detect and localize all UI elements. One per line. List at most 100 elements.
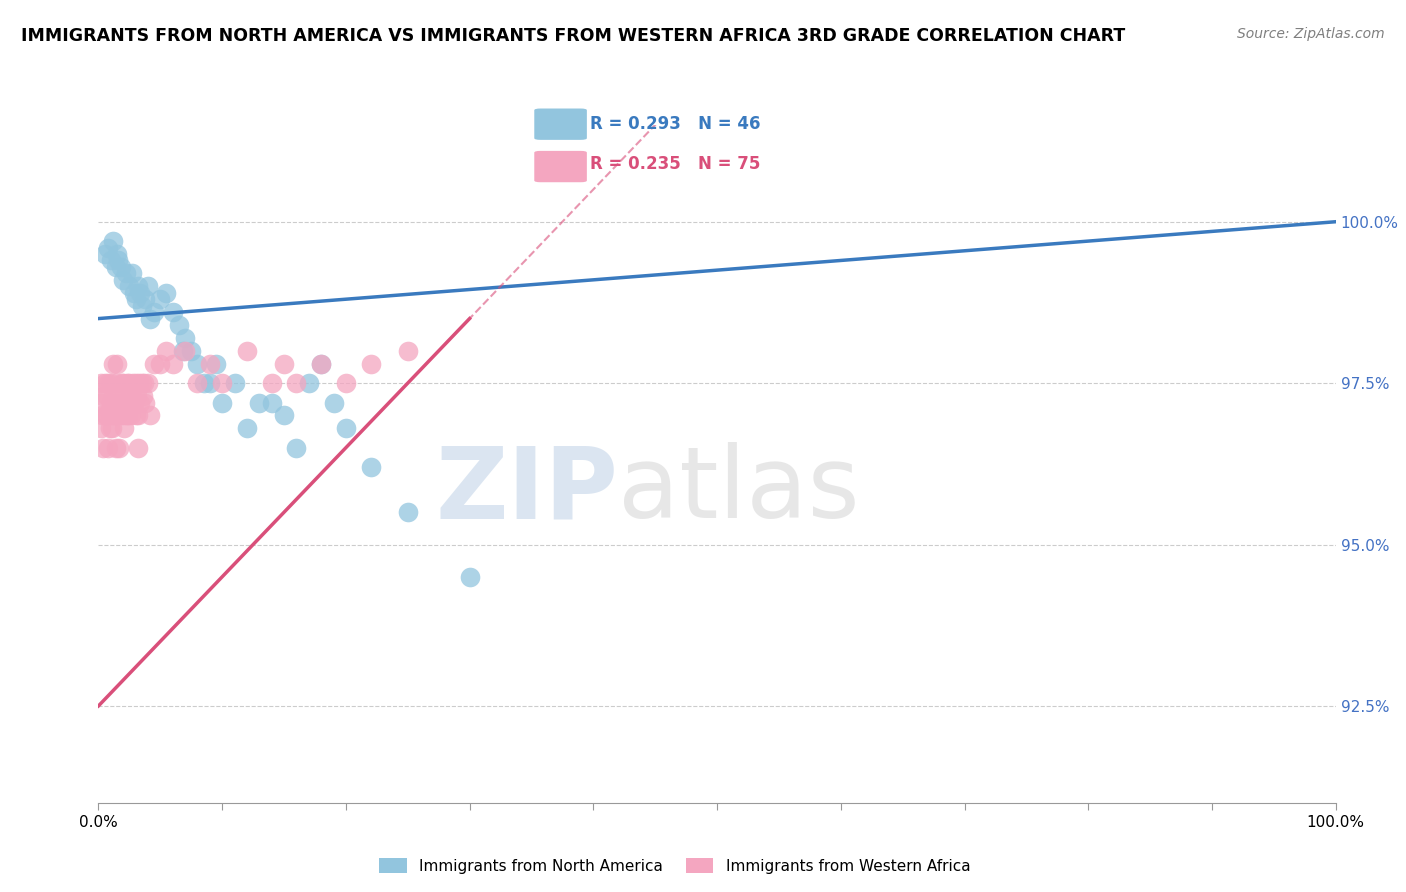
Point <box>134 376 156 391</box>
Point <box>118 376 141 391</box>
Point <box>309 357 332 371</box>
Text: Source: ZipAtlas.com: Source: ZipAtlas.com <box>1237 27 1385 41</box>
Point <box>273 357 295 371</box>
Point <box>103 357 125 371</box>
Point <box>90 376 112 391</box>
Point <box>134 395 156 409</box>
Point <box>224 376 246 391</box>
Point <box>129 395 152 409</box>
Point <box>98 421 121 435</box>
Point <box>108 389 131 403</box>
Point <box>198 357 221 371</box>
Point <box>285 441 308 455</box>
Point <box>205 357 228 371</box>
Point <box>103 409 125 423</box>
Point <box>180 343 202 358</box>
Point <box>110 409 132 423</box>
Text: R = 0.293   N = 46: R = 0.293 N = 46 <box>591 115 761 133</box>
Point <box>93 376 115 391</box>
Point <box>105 247 128 261</box>
Point <box>91 409 114 423</box>
Point <box>104 260 127 274</box>
Point <box>139 311 162 326</box>
Point <box>131 299 153 313</box>
Point <box>124 292 146 306</box>
Point <box>100 376 122 391</box>
Point <box>260 376 283 391</box>
Point <box>285 376 308 391</box>
Text: R = 0.235   N = 75: R = 0.235 N = 75 <box>591 154 761 172</box>
Point <box>335 421 357 435</box>
Text: ZIP: ZIP <box>436 442 619 540</box>
Point <box>236 343 259 358</box>
Point <box>90 421 112 435</box>
Point <box>309 357 332 371</box>
Point <box>101 409 124 423</box>
Point <box>103 234 125 248</box>
Point <box>100 253 122 268</box>
Point <box>139 409 162 423</box>
Point <box>104 441 127 455</box>
Point <box>103 409 125 423</box>
Point <box>136 376 159 391</box>
Point <box>112 421 135 435</box>
Point <box>104 376 127 391</box>
Legend: Immigrants from North America, Immigrants from Western Africa: Immigrants from North America, Immigrant… <box>374 852 976 880</box>
Point <box>298 376 321 391</box>
Point <box>174 343 197 358</box>
Point <box>128 376 150 391</box>
Point <box>97 241 120 255</box>
Point <box>131 376 153 391</box>
Point <box>108 441 131 455</box>
Point <box>124 409 146 423</box>
Point <box>98 409 121 423</box>
Point <box>97 441 120 455</box>
Point <box>97 376 120 391</box>
Point <box>125 389 148 403</box>
Point <box>121 389 143 403</box>
Point <box>167 318 190 332</box>
Point <box>117 409 139 423</box>
Point <box>115 376 138 391</box>
Point <box>114 266 136 280</box>
Point <box>193 376 215 391</box>
Point <box>260 395 283 409</box>
Point <box>124 395 146 409</box>
Point <box>155 343 177 358</box>
Point <box>127 409 149 423</box>
Point <box>360 460 382 475</box>
Point <box>94 409 117 423</box>
Point <box>127 279 149 293</box>
Point <box>360 357 382 371</box>
Point <box>112 409 135 423</box>
Point <box>118 395 141 409</box>
Point <box>134 292 156 306</box>
Point <box>121 266 143 280</box>
Point <box>143 357 166 371</box>
Point <box>132 389 155 403</box>
Point <box>129 285 152 300</box>
Point <box>247 395 270 409</box>
Point <box>172 343 194 358</box>
Point <box>115 409 138 423</box>
Point <box>273 409 295 423</box>
Point <box>96 389 118 403</box>
Point <box>100 395 122 409</box>
Point <box>136 279 159 293</box>
Point <box>110 260 132 274</box>
Point <box>458 570 481 584</box>
FancyBboxPatch shape <box>534 151 586 182</box>
Point <box>396 343 419 358</box>
Point <box>93 247 115 261</box>
Point <box>112 376 135 391</box>
Point <box>93 441 115 455</box>
Point <box>322 395 344 409</box>
Point <box>101 421 124 435</box>
Point <box>122 376 145 391</box>
Point <box>186 376 208 391</box>
Point <box>94 409 117 423</box>
Point <box>174 331 197 345</box>
Text: atlas: atlas <box>619 442 859 540</box>
Point <box>127 441 149 455</box>
Point <box>162 305 184 319</box>
